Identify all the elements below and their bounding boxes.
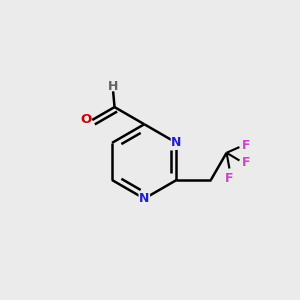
Text: F: F [242, 156, 250, 169]
Text: F: F [225, 172, 234, 185]
Text: N: N [171, 136, 182, 149]
Text: O: O [80, 113, 92, 126]
Text: N: N [139, 192, 149, 205]
Text: H: H [108, 80, 118, 93]
Text: F: F [242, 139, 250, 152]
